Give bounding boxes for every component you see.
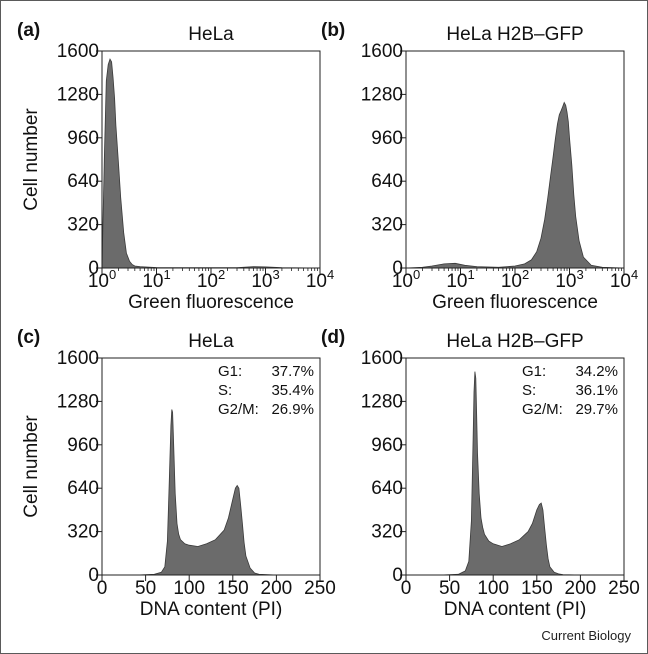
x-tick-label: 103 [555,267,583,292]
panel-title: HeLa H2B–GFP [446,331,583,352]
plot-frame [405,50,625,269]
y-tick-label: 640 [67,171,99,192]
panel-1: 0 320 640 960 1280 1600 100 101 102 103 104 (a) HeLa… [17,20,334,313]
panel-3: 0 320 640 960 1280 1600 0 50 100 150 200 250 (c) HeLa… [17,327,336,620]
x-tick-label: 103 [251,267,279,292]
stat-value: 29.7% [575,401,618,418]
histogram-series [101,58,321,269]
y-tick-label: 1600 [57,41,99,62]
y-tick-label: 320 [371,522,403,543]
panel-letter: (d) [321,327,345,348]
histogram-series [102,409,320,576]
y-tick-label: 320 [67,522,99,543]
y-tick-label: 0 [392,258,403,279]
stat-value: 26.9% [271,401,314,418]
x-tick-label: 0 [97,578,108,599]
histogram-series [405,101,625,269]
stat-label: S: [522,382,536,399]
panel-title: HeLa [188,331,234,352]
y-tick-label: 640 [67,478,99,499]
y-tick-label: 960 [67,435,99,456]
y-tick-label: 1280 [57,84,99,105]
stat-label: G2/M: [522,401,563,418]
x-tick-label: 50 [439,578,460,599]
panel-title: HeLa H2B–GFP [446,24,583,45]
x-tick-label: 100 [88,267,116,292]
x-axis-label: DNA content (PI) [140,599,283,620]
y-tick-label: 960 [371,435,403,456]
y-tick-label: 960 [67,128,99,149]
y-tick-label: 640 [371,478,403,499]
x-tick-label: 100 [392,267,420,292]
stat-value: 36.1% [575,382,618,399]
x-tick-label: 50 [135,578,156,599]
panel-4: 0 320 640 960 1280 1600 0 50 100 150 200 250 (d) HeLa… [321,327,640,620]
x-tick-label: 102 [501,267,529,292]
stat-label: G1: [218,363,242,380]
y-tick-label: 1600 [361,348,403,369]
y-tick-label: 320 [371,215,403,236]
panel-2: 0 320 640 960 1280 1600 100 101 102 103 104 (b) HeLa… [321,20,638,313]
y-tick-label: 1280 [361,391,403,412]
x-axis-label: Green fluorescence [432,292,598,313]
y-tick-label: 640 [371,171,403,192]
x-tick-label: 200 [261,578,293,599]
x-tick-label: 104 [306,267,334,292]
x-tick-label: 150 [217,578,249,599]
histogram-series [406,371,624,576]
plot-frame [101,50,321,269]
y-tick-label: 1600 [57,348,99,369]
x-tick-label: 101 [142,267,170,292]
y-axis-label: Cell number [21,415,42,518]
panel-title: HeLa [188,24,234,45]
stat-label: S: [218,382,232,399]
stat-label: G1: [522,363,546,380]
x-tick-label: 100 [173,578,205,599]
y-axis-label: Cell number [21,108,42,211]
x-tick-label: 104 [610,267,638,292]
x-tick-label: 100 [477,578,509,599]
panel-letter: (c) [17,327,40,348]
stat-value: 37.7% [271,363,314,380]
stat-value: 34.2% [575,363,618,380]
y-tick-label: 320 [67,215,99,236]
y-tick-label: 960 [371,128,403,149]
y-tick-label: 0 [88,565,99,586]
y-tick-label: 1280 [57,391,99,412]
x-tick-label: 0 [401,578,412,599]
stat-value: 35.4% [271,382,314,399]
x-tick-label: 101 [446,267,474,292]
x-tick-label: 200 [565,578,597,599]
plot-frame [101,357,321,576]
x-tick-label: 102 [197,267,225,292]
x-axis-label: DNA content (PI) [444,599,587,620]
plot-frame [405,357,625,576]
y-tick-label: 0 [88,258,99,279]
y-tick-label: 1280 [361,84,403,105]
credit-text: Current Biology [541,628,631,643]
x-tick-label: 250 [608,578,640,599]
panel-letter: (a) [17,20,40,41]
x-axis-label: Green fluorescence [128,292,294,313]
y-tick-label: 0 [392,565,403,586]
y-tick-label: 1600 [361,41,403,62]
panel-letter: (b) [321,20,345,41]
x-tick-label: 250 [304,578,336,599]
stat-label: G2/M: [218,401,259,418]
x-tick-label: 150 [521,578,553,599]
